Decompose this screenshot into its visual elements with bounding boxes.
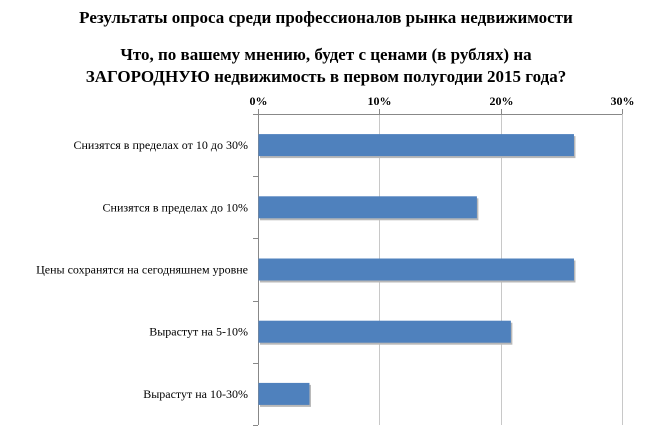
chart-subtitle-line-2: ЗАГОРОДНУЮ недвижимость в первом полугод… (85, 67, 567, 86)
x-tick-label-1: 10% (368, 94, 392, 108)
x-tick-label-2: 20% (490, 94, 514, 108)
category-label-3: Цены сохранятся на сегодняшнем уровне (36, 263, 248, 277)
x-tick-label-3: 30% (611, 94, 635, 108)
category-label-1: Снизятся в пределах от 10 до 30% (73, 138, 248, 152)
category-label-4: Вырастут на 5-10% (149, 325, 248, 339)
chart-subtitle: Что, по вашему мнению, будет с ценами (в… (0, 44, 652, 88)
category-label-5: Вырастут на 10-30% (143, 387, 248, 401)
chart-title: Результаты опроса среди профессионалов р… (79, 8, 573, 27)
bar-4 (258, 320, 511, 343)
bar-2 (258, 196, 477, 219)
category-label-2: Снизятся в пределах до 10% (103, 200, 248, 214)
bar-1 (258, 134, 574, 157)
chart-subtitle-line-1: Что, по вашему мнению, будет с ценами (в… (120, 45, 532, 64)
x-tick-label-0: 0% (250, 94, 268, 108)
bar-5 (258, 382, 310, 405)
bar-3 (258, 258, 574, 281)
